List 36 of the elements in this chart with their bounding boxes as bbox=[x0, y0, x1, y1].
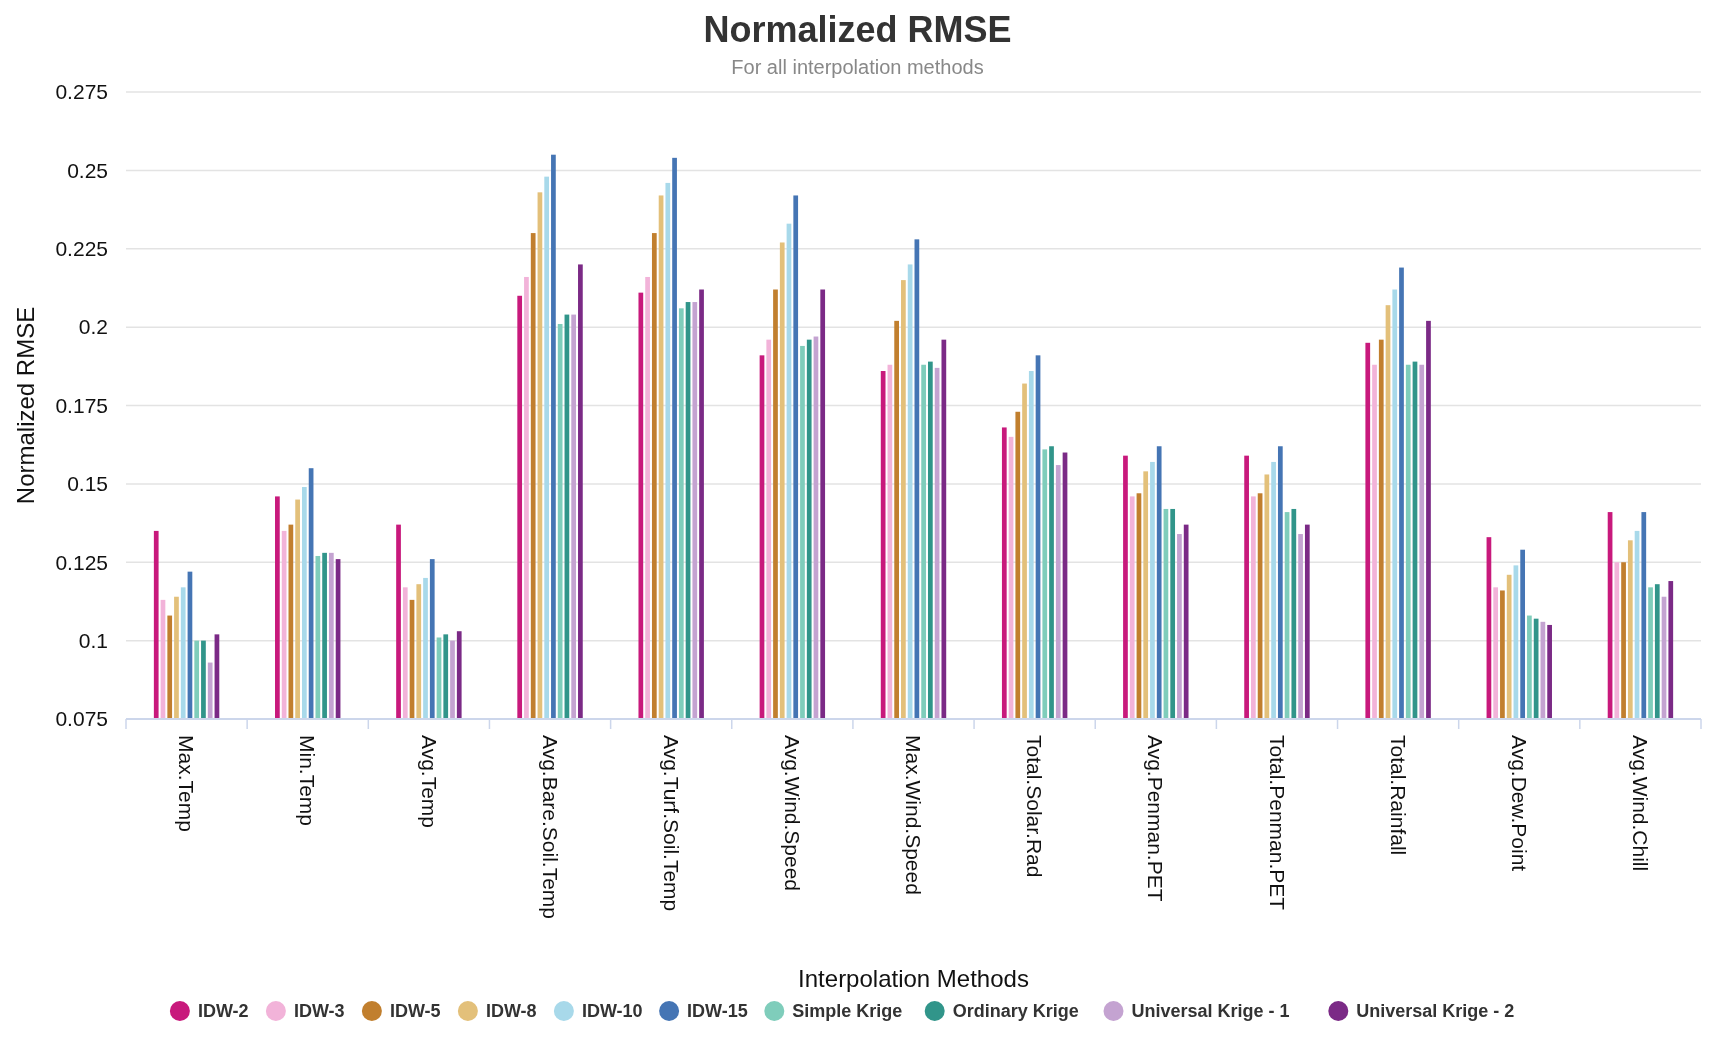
legend-label: IDW-15 bbox=[687, 1001, 748, 1022]
x-tick-label: Min.Temp bbox=[296, 735, 320, 827]
x-tick-label: Avg.Turf.Soil.Temp bbox=[659, 735, 683, 912]
y-tick-label: 0.225 bbox=[55, 237, 108, 261]
legend-label: Universal Krige - 1 bbox=[1131, 1001, 1290, 1022]
legend-label: IDW-5 bbox=[389, 1001, 441, 1022]
x-tick-label: Max.Wind.Speed bbox=[902, 735, 926, 895]
legend-label: IDW-3 bbox=[293, 1001, 345, 1022]
legend-label: IDW-2 bbox=[197, 1001, 249, 1022]
x-axis-title: Interpolation Methods bbox=[798, 965, 1029, 992]
x-tick-label: Avg.Penman.PET bbox=[1144, 735, 1168, 902]
y-tick-label: 0.175 bbox=[55, 393, 108, 417]
legend-label: IDW-10 bbox=[581, 1001, 643, 1022]
y-tick-label: 0.075 bbox=[55, 707, 108, 731]
x-tick-label: Avg.Bare.Soil.Temp bbox=[538, 735, 562, 920]
y-axis-title: Normalized RMSE bbox=[12, 306, 39, 505]
y-tick-label: 0.275 bbox=[55, 80, 108, 104]
legend-label: Universal Krige - 2 bbox=[1356, 1001, 1515, 1022]
y-tick-label: 0.15 bbox=[67, 472, 108, 496]
x-tick-label: Total.Rainfall bbox=[1386, 735, 1410, 856]
x-tick-label: Avg.Dew.Point bbox=[1507, 735, 1531, 872]
x-tick-label: Avg.Wind.Speed bbox=[781, 735, 804, 892]
x-tick-label: Total.Penman.PET bbox=[1265, 735, 1289, 911]
y-tick-label: 0.25 bbox=[67, 158, 108, 182]
legend-label: IDW-8 bbox=[485, 1001, 537, 1022]
x-tick-label: Max.Temp bbox=[175, 735, 199, 832]
x-tick-label: Total.Solar.Rad bbox=[1023, 735, 1047, 878]
legend-label: Simple Krige bbox=[792, 1001, 903, 1022]
y-tick-label: 0.125 bbox=[55, 550, 108, 574]
chart-subtitle: For all interpolation methods bbox=[731, 56, 984, 78]
chart-title: Normalized RMSE bbox=[703, 9, 1012, 50]
y-tick-label: 0.2 bbox=[78, 315, 108, 339]
y-tick-label: 0.1 bbox=[78, 628, 108, 652]
x-tick-label: Avg.Temp bbox=[417, 735, 441, 828]
x-tick-label: Avg.Wind.Chill bbox=[1629, 735, 1653, 872]
legend-label: Ordinary Krige bbox=[952, 1001, 1079, 1022]
